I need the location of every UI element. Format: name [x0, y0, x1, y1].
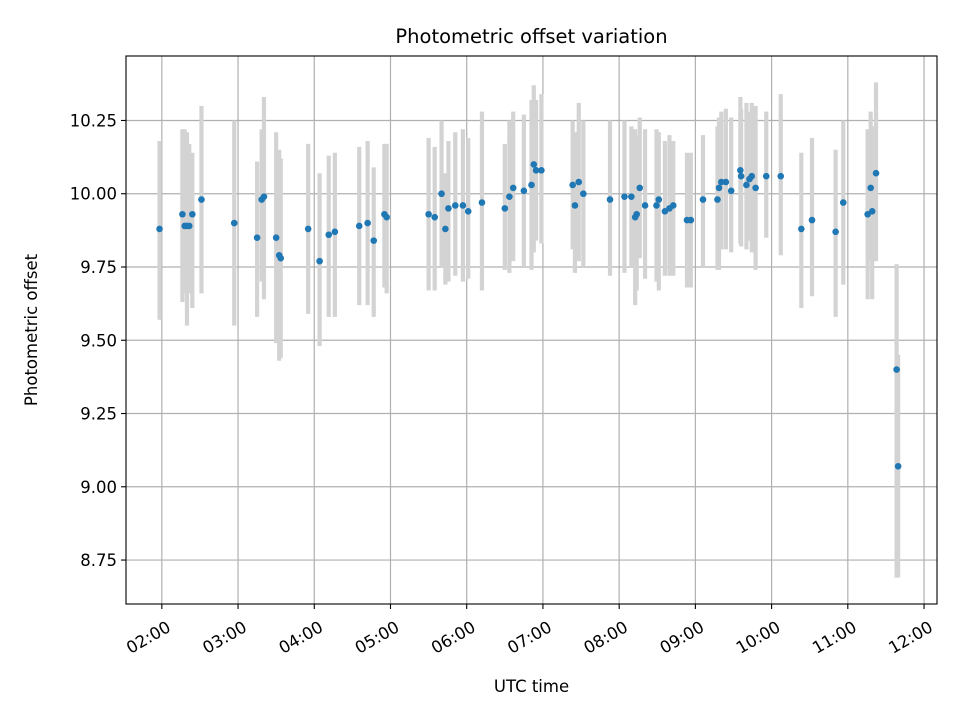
x-tick-label: 11:00 [809, 617, 860, 657]
data-point [506, 193, 513, 200]
data-point [425, 210, 432, 218]
data-point [715, 184, 723, 192]
data-point [752, 184, 759, 192]
data-point [580, 190, 587, 198]
data-point [575, 178, 583, 186]
y-tick-label: 9.50 [80, 331, 117, 350]
y-tick-label: 9.25 [80, 405, 117, 424]
x-tick-label: 05:00 [352, 617, 403, 657]
data-point [189, 210, 196, 218]
data-point [364, 219, 371, 227]
data-point [156, 225, 163, 233]
data-point [669, 202, 677, 209]
data-point [442, 225, 449, 233]
data-point [530, 161, 538, 168]
data-point [431, 213, 438, 221]
data-point [737, 166, 744, 174]
data-point [445, 205, 452, 212]
data-point [687, 216, 695, 224]
x-tick-label: 02:00 [123, 617, 174, 657]
data-point [325, 231, 333, 239]
y-tick-label: 10.25 [70, 111, 117, 130]
data-point [355, 222, 363, 230]
data-point [260, 193, 268, 200]
data-point [304, 225, 312, 233]
data-point [867, 184, 874, 192]
data-point [185, 222, 193, 230]
data-point [370, 237, 378, 244]
data-point [478, 199, 486, 206]
data-point [717, 178, 725, 186]
x-axis-ticks: 02:00 03:00 04:00 05:00 06:00 07:00 08:00 09:00… [123, 604, 936, 658]
x-tick-label: 07:00 [504, 617, 555, 657]
data-point [722, 178, 730, 186]
data-point [438, 190, 445, 198]
x-tick-label: 03:00 [199, 617, 250, 657]
x-tick-label: 04:00 [276, 617, 327, 657]
data-point [748, 172, 756, 180]
x-tick-label: 08:00 [580, 617, 631, 657]
data-point [606, 196, 614, 203]
data-point [520, 187, 528, 195]
data-point [727, 187, 735, 195]
data-point [621, 193, 628, 200]
data-point [459, 202, 467, 209]
y-tick-label: 8.75 [80, 551, 117, 570]
data-point [808, 216, 816, 224]
data-point [230, 219, 238, 227]
data-point [538, 166, 545, 174]
plot-frame [125, 55, 938, 605]
data-point [331, 228, 339, 236]
data-point [198, 196, 205, 203]
data-point [832, 228, 839, 236]
data-point [743, 181, 750, 189]
data-point [464, 208, 472, 215]
data-point [641, 202, 649, 209]
data-point [655, 196, 663, 203]
data-point [762, 172, 770, 180]
data-point [253, 234, 261, 241]
x-tick-label: 06:00 [428, 617, 479, 657]
x-tick-label: 10:00 [733, 617, 784, 657]
data-point [839, 199, 847, 206]
x-tick-label: 09:00 [657, 617, 708, 657]
data-point [501, 205, 509, 212]
data-point [868, 208, 876, 215]
x-axis-label: UTC time [494, 677, 569, 696]
data-point [316, 257, 323, 265]
data-point [893, 366, 900, 373]
data-point [714, 196, 721, 203]
data-point [699, 196, 707, 203]
data-point [798, 225, 805, 233]
y-axis-label: Photometric offset [22, 253, 41, 406]
data-point [569, 181, 576, 189]
x-tick-label: 12:00 [885, 617, 936, 657]
error-bars [157, 82, 901, 578]
data-point [528, 181, 535, 189]
data-point [894, 462, 902, 470]
chart-title: Photometric offset variation [395, 25, 667, 48]
y-tick-label: 9.00 [80, 478, 117, 497]
data-point [872, 169, 880, 177]
data-point [509, 184, 517, 192]
y-tick-label: 10.00 [70, 185, 117, 204]
data-point [383, 213, 390, 221]
data-point [653, 202, 660, 209]
data-point [277, 254, 285, 262]
y-axis-ticks: 8.75 9.00 9.25 9.50 9.75 10.00 10.25 [70, 111, 126, 570]
y-tick-label: 9.75 [80, 258, 117, 277]
data-point [272, 234, 280, 241]
data-point [179, 210, 186, 218]
data-point [571, 202, 579, 209]
data-point [737, 172, 745, 180]
data-point [451, 202, 459, 209]
data-point [532, 166, 540, 174]
data-point [636, 184, 644, 192]
data-points [156, 161, 902, 470]
data-point [777, 172, 785, 180]
data-point [628, 193, 635, 200]
data-point [633, 210, 640, 218]
